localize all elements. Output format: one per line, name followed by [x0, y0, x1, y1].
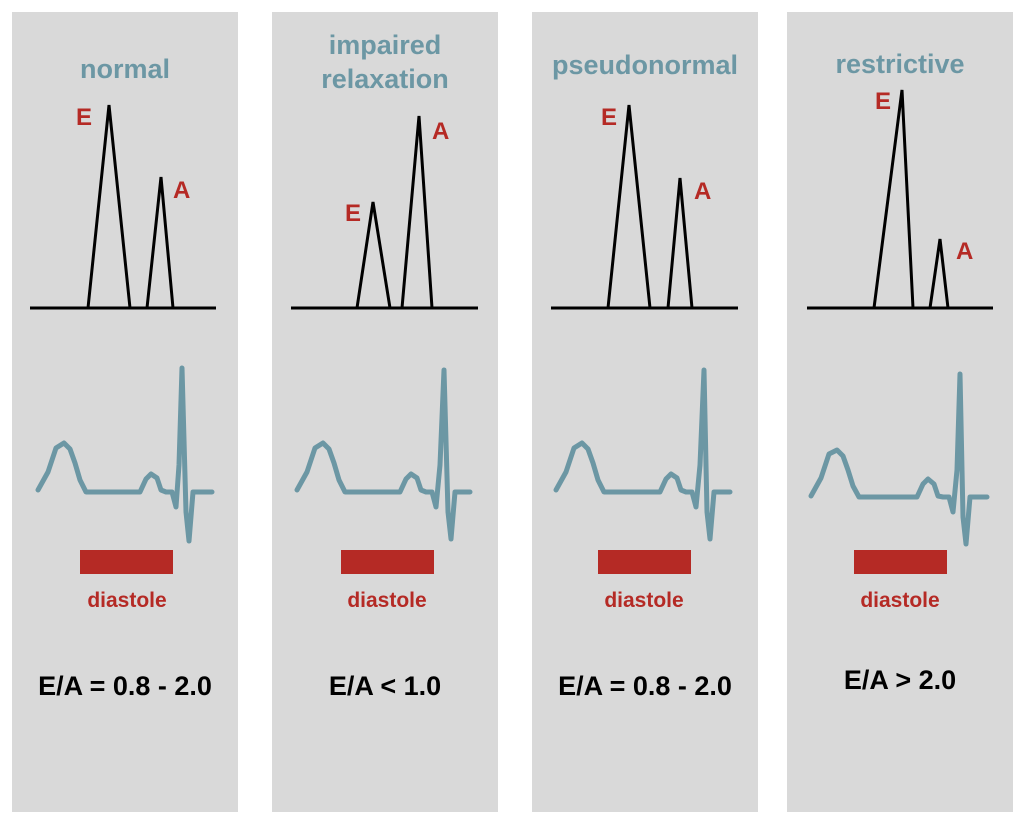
diastole-bar — [854, 550, 947, 574]
panel-pseudonormal: pseudonormal E A diastole E/A = 0.8 - 2.… — [532, 12, 758, 812]
a-wave-peak — [928, 238, 950, 309]
ecg-trace — [808, 371, 990, 547]
ea-ratio: E/A < 1.0 — [328, 671, 442, 701]
diastole-bar — [341, 550, 434, 574]
diastole-bar — [598, 550, 691, 574]
diastole-label: diastole — [860, 589, 940, 612]
e-wave-label: E — [875, 88, 892, 115]
e-wave-peak — [86, 104, 132, 309]
a-wave-peak — [666, 177, 694, 309]
ecg-trace — [294, 367, 473, 542]
ecg-trace — [35, 365, 215, 544]
diastole-label: diastole — [347, 589, 427, 612]
panel-title: restrictive — [835, 49, 965, 79]
a-wave-label: A — [432, 118, 450, 145]
a-wave-label: A — [694, 178, 712, 205]
ea-ratio: E/A = 0.8 - 2.0 — [38, 671, 212, 701]
ecg-trace — [553, 367, 733, 542]
e-wave-peak — [872, 89, 915, 309]
panel-title: normal — [79, 54, 171, 84]
a-wave-peak — [400, 115, 434, 309]
panel-graphics — [30, 104, 216, 544]
e-wave-label: E — [601, 104, 618, 131]
panel-graphics — [807, 89, 993, 547]
e-wave-label: E — [345, 200, 362, 227]
diastole-label: diastole — [87, 589, 167, 612]
e-wave-label: E — [76, 104, 93, 131]
panel-normal: normal E A diastole E/A = 0.8 - 2.0 — [12, 12, 238, 812]
diastole-bar — [80, 550, 173, 574]
ea-ratio: E/A = 0.8 - 2.0 — [558, 671, 732, 701]
e-wave-peak — [355, 201, 392, 309]
panel-title: pseudonormal — [551, 50, 739, 80]
panel-graphics — [291, 115, 478, 542]
a-wave-peak — [145, 176, 175, 309]
e-wave-peak — [606, 104, 652, 309]
panel-title: impaired relaxation — [321, 30, 449, 94]
a-wave-label: A — [956, 238, 974, 265]
ea-ratio: E/A > 2.0 — [843, 665, 957, 695]
a-wave-label: A — [173, 177, 191, 204]
panel-impaired-relaxation: impaired relaxation E A diastole E/A < 1… — [272, 12, 498, 812]
panel-restrictive: restrictive E A diastole E/A > 2.0 — [787, 12, 1013, 812]
diastole-label: diastole — [604, 589, 684, 612]
panel-graphics — [551, 104, 738, 542]
